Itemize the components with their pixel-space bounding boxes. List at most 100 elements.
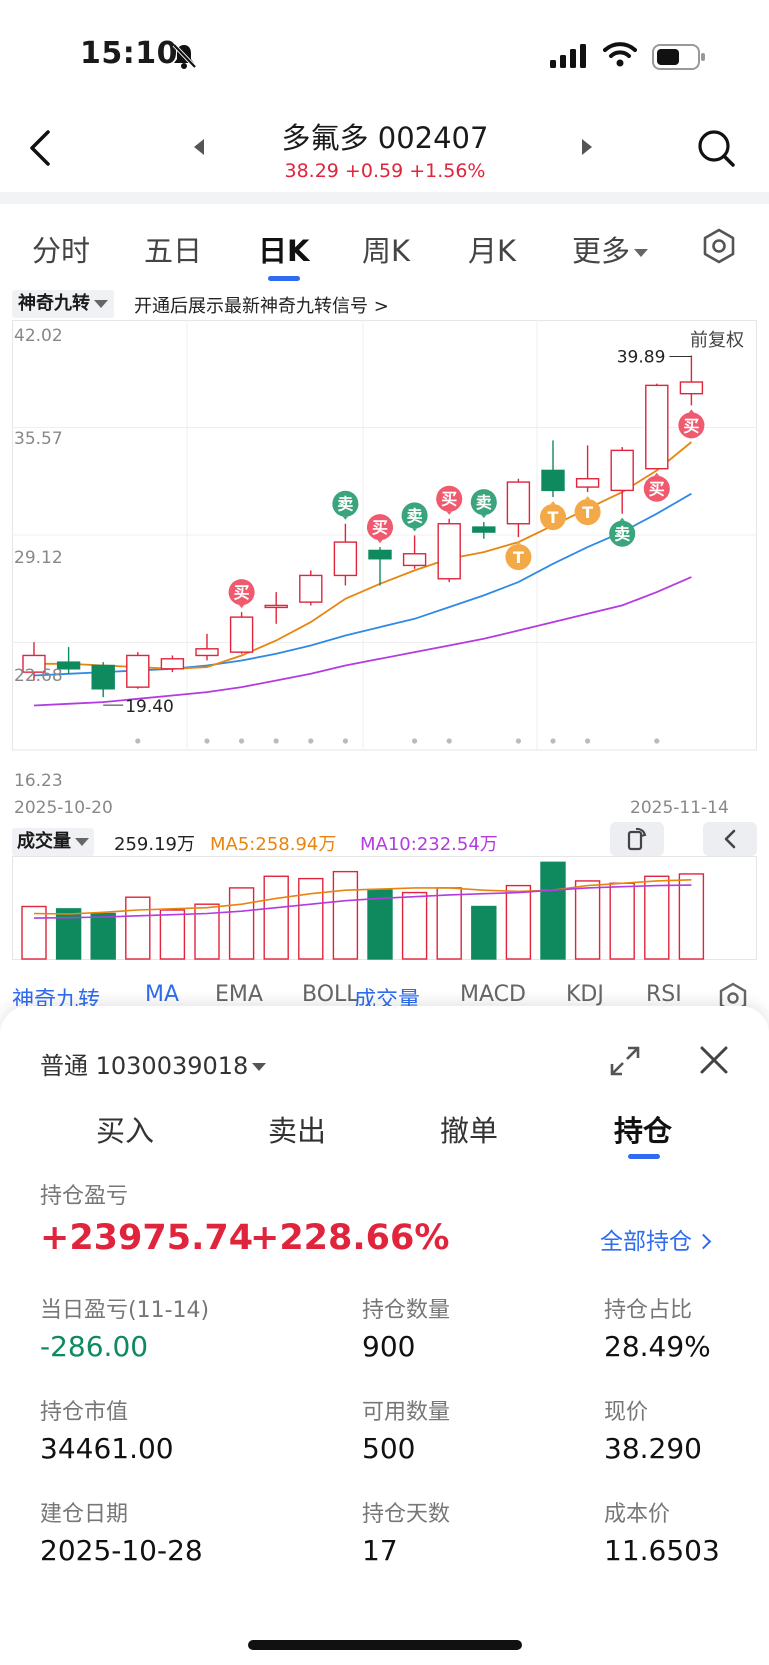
tab-cancel-order[interactable]: 撤单 [440,1114,499,1148]
pnl-percent: +228.66% [250,1218,450,1258]
indicator-hint-link[interactable]: 开通后展示最新神奇九转信号 > [134,296,389,317]
high-label: 39.89 [617,348,666,368]
signal-badge-body [609,520,636,547]
signal-badge-body [643,475,670,502]
signal-text: T [513,548,524,567]
qty-value: 900 [362,1330,416,1363]
close-icon[interactable] [698,1044,730,1076]
nine-turn-dot [239,738,245,744]
indicator-selector[interactable]: 神奇九转 [12,290,114,318]
market-value-label: 持仓市值 [40,1400,129,1425]
rotate-icon [627,827,647,851]
ma-long-line [33,576,692,707]
settings-icon[interactable] [702,228,736,264]
signal-text: 买 [649,480,665,499]
volume-bar [21,905,47,960]
candle [437,523,461,580]
candle [195,648,219,657]
tab-five-day[interactable]: 五日 [144,234,203,268]
chevron-down-icon [94,300,108,308]
header-divider [0,192,769,204]
tab-weekly-k[interactable]: 周K [362,234,411,268]
nine-turn-dot [585,738,591,744]
search-icon[interactable] [696,128,736,168]
indicator-tab-rsi[interactable]: RSI [646,982,682,1006]
candle [610,449,634,492]
volume-bar [228,887,255,960]
all-positions-label: 全部持仓 [600,1229,692,1255]
volume-chip-label: 成交量 [17,831,71,852]
volume-bar [367,889,393,960]
rotate-button[interactable] [610,822,664,856]
volume-bar [574,880,601,960]
indicator-tab-ma[interactable]: MA [145,982,180,1006]
signal-icon [550,44,586,68]
home-indicator[interactable] [248,1640,522,1650]
y-tick-label: 16.23 [14,771,63,791]
all-positions-link[interactable]: 全部持仓 [600,1222,712,1256]
ratio-value: 28.49% [604,1330,711,1363]
ratio-label: 持仓占比 [604,1298,693,1323]
volume-selector[interactable]: 成交量 [12,828,94,856]
volume-bar [436,887,462,960]
battery-icon [652,44,705,70]
cost-value: 11.6503 [604,1534,720,1567]
volume-bar [401,891,428,960]
signal-text: 买 [372,518,388,537]
tab-daily-k[interactable]: 日K [258,234,310,268]
tab-buy[interactable]: 买入 [96,1114,155,1148]
nine-turn-dot [342,738,348,744]
indicator-tab-jiuzhuan[interactable]: 神奇九转 [12,988,101,1006]
nine-turn-dot [273,738,279,744]
indicator-tab-ema[interactable]: EMA [215,982,263,1006]
volume-value: 259.19万 [114,834,195,855]
tab-active-indicator [628,1154,660,1159]
tab-intraday[interactable]: 分时 [32,234,91,268]
tab-more[interactable]: 更多 [572,228,649,270]
signal-badge-body [505,544,532,571]
chevron-right-icon [695,1233,712,1250]
candle [575,478,600,488]
next-stock-icon[interactable] [582,139,592,155]
tab-positions[interactable]: 持仓 [614,1114,673,1148]
market-value-value: 34461.00 [40,1432,174,1465]
indicator-tabs: 神奇九转 MA EMA BOLL 成交量 MACD KDJ RSI [0,982,769,1006]
expand-icon[interactable] [608,1044,642,1078]
volume-bar [332,870,359,960]
volume-bar [505,884,532,960]
indicator-tab-kdj[interactable]: KDJ [566,982,604,1006]
day-pnl-value: -286.00 [40,1330,149,1363]
nine-turn-dot [654,738,660,744]
indicator-tab-volume[interactable]: 成交量 [354,988,421,1006]
nine-turn-dot [308,738,314,744]
y-tick-label: 35.57 [14,429,63,449]
candle [506,481,531,525]
nine-turn-dot [515,738,521,744]
settings-icon[interactable] [718,982,748,1006]
tab-monthly-k[interactable]: 月K [468,234,517,268]
candle [56,661,81,670]
volume-chart[interactable] [12,856,757,960]
indicator-tab-boll[interactable]: BOLL [302,982,359,1006]
qty-label: 持仓数量 [362,1298,451,1323]
adjust-label[interactable]: 前复权 [690,330,744,351]
nine-turn-dot [135,738,141,744]
account-selector[interactable]: 普通 1030039018 [40,1046,267,1081]
volume-bar [90,912,116,960]
open-date-label: 建仓日期 [40,1502,129,1527]
collapse-button[interactable] [703,822,757,856]
signal-text: 卖 [476,493,492,512]
candle [472,526,496,533]
hold-days-value: 17 [362,1534,398,1567]
volume-bar [298,877,324,960]
tab-sell[interactable]: 卖出 [268,1114,327,1148]
signal-text: 买 [683,416,699,435]
back-icon[interactable] [26,128,56,168]
signal-text: T [582,503,593,522]
signal-text: 卖 [337,495,353,514]
prev-stock-icon[interactable] [194,139,204,155]
indicator-tab-macd[interactable]: MACD [460,982,526,1006]
volume-bar [471,905,497,960]
volume-bar [678,873,705,960]
